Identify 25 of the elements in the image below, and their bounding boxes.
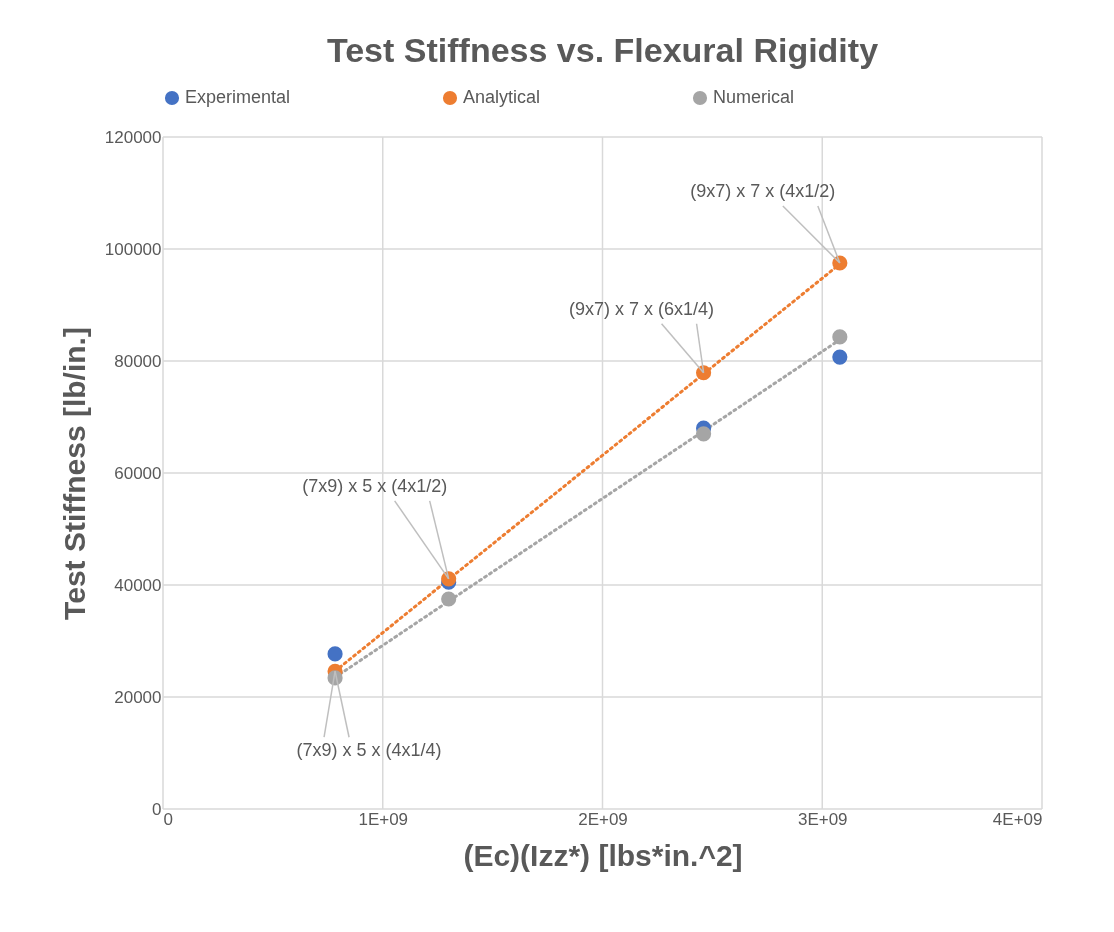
annotation: (7x9) x 5 x (4x1/4) [296,740,442,761]
legend-label: Analytical [463,87,541,107]
x-tick-label: 3E+09 [797,809,848,829]
y-axis-title: Test Stiffness [lb/in.] [57,327,91,620]
y-tick-label: 100000 [104,239,162,259]
point [832,349,848,365]
annotation: (7x9) x 5 x (4x1/2) [302,475,448,496]
y-tick-label: 40000 [114,575,162,595]
annotation: (9x7) x 7 x (4x1/2) [690,181,836,201]
legend-label: Numerical [713,87,795,107]
annotation: (9x7) x 7 x (6x1/4) [569,298,715,319]
y-tick-label: 120000 [104,127,162,147]
point [832,329,848,345]
point [696,426,712,442]
x-axis-title: (Ec)(Izz*) [lbs*in.^2] [463,838,743,872]
x-tick-label: 4E+09 [992,809,1043,829]
y-tick-label: 80000 [114,351,162,371]
chart-title: Test Stiffness vs. Flexural Rigidity [326,31,879,69]
point [327,646,343,662]
y-tick-label: 60000 [114,463,162,483]
point [441,591,457,607]
y-tick-label: 20000 [114,687,162,707]
legend-label: Experimental [185,87,291,107]
x-tick-label: 1E+09 [358,809,409,829]
x-tick-label: 2E+09 [578,809,628,829]
